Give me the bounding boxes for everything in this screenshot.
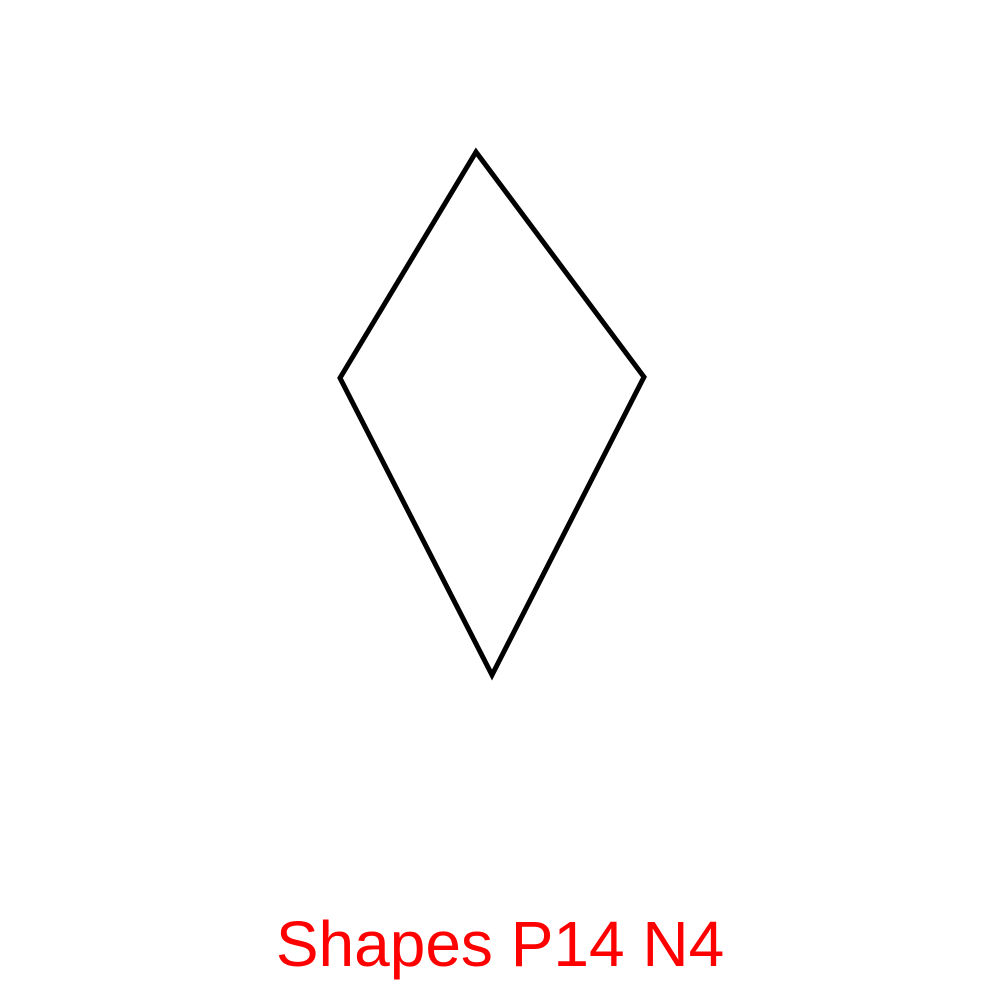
rhombus-shape bbox=[337, 147, 647, 681]
caption-label: Shapes P14 N4 bbox=[275, 908, 725, 980]
